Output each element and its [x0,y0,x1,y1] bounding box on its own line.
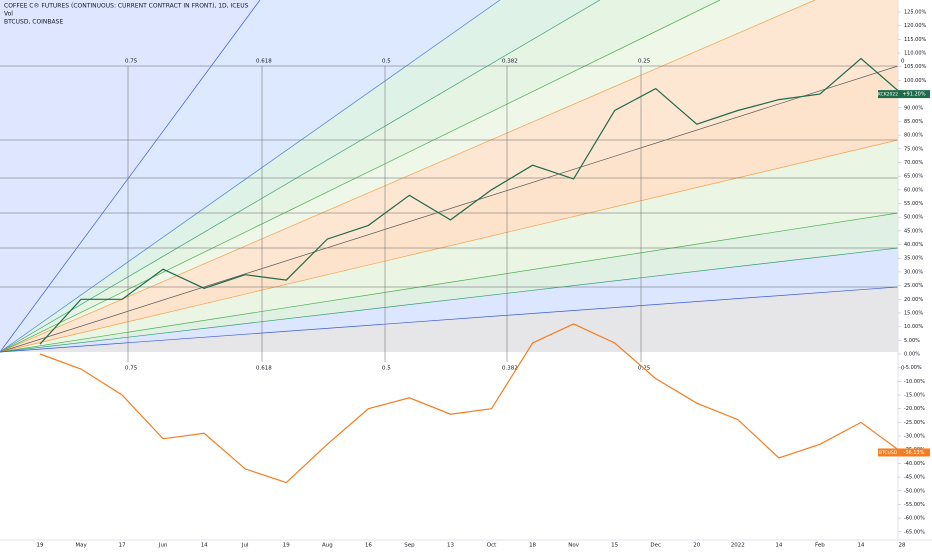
x-tick-label: 2022 [731,543,745,549]
series-line [39,57,903,345]
fib-label: 0.75 [125,366,138,372]
fib-label: 0.5 [382,59,391,65]
x-tick-label: 15 [611,543,618,549]
fib-label: 0.382 [502,59,518,65]
y-tick-label: 5.00% [904,338,920,344]
y-tick-label: -25.00% [904,420,925,426]
x-tick-label: 14 [775,543,782,549]
y-tick-label: 10.00% [904,324,923,330]
y-tick-label: -5.00% [904,365,922,371]
fib-label: 0.75 [125,59,138,65]
x-tick-label: Oct [487,543,497,549]
y-tick-label: 50.00% [904,215,923,221]
volume-label: Vol [4,11,13,18]
x-tick-label: 19 [283,543,290,549]
badge-change: -36.13% [904,450,925,456]
y-tick-label: 40.00% [904,242,923,248]
y-tick-label: 45.00% [904,228,923,234]
y-tick-label: -20.00% [904,406,925,412]
x-tick-label: 14 [201,543,208,549]
fib-label: 0.25 [638,59,651,65]
y-tick-label: 55.00% [904,201,923,207]
badge-symbol: BTCUSD [879,450,898,456]
y-tick-label: -50.00% [904,488,925,494]
fib-label: 0.618 [256,59,272,65]
series-line [39,323,903,484]
fib-label: 0.618 [256,366,272,372]
y-tick-label: 30.00% [904,269,923,275]
badge [898,448,930,457]
x-tick-label: 14 [857,543,864,549]
y-tick-label: -65.00% [904,529,925,535]
x-tick-label: Jun [158,543,168,549]
x-tick-label: 13 [447,543,454,549]
x-tick-label: 16 [365,543,372,549]
y-tick-label: 115.00% [904,37,926,43]
badge-symbol: KCK2022 [878,92,898,98]
header-title: COFFEE C® FUTURES (CONTINUOUS: CURRENT C… [4,3,249,10]
y-tick-label: 0.00% [904,351,920,357]
y-tick-label: 90.00% [904,105,923,111]
compare-label: BTCUSD, COINBASE [4,19,63,26]
x-tick-label: Aug [322,543,333,549]
y-tick-label: 35.00% [904,256,923,262]
y-tick-label: 70.00% [904,160,923,166]
y-tick-label: 75.00% [904,146,923,152]
y-tick-label: 125.00% [904,10,926,16]
y-tick-label: 120.00% [904,23,926,29]
y-tick-label: 85.00% [904,119,923,125]
y-tick-label: 20.00% [904,297,923,303]
y-tick-label: -10.00% [904,379,925,385]
y-tick-label: -30.00% [904,434,925,440]
x-tick-label: 18 [529,543,536,549]
x-tick-label: Jul [241,543,249,549]
y-tick-label: -60.00% [904,516,925,522]
y-tick-label: 110.00% [904,51,926,57]
x-tick-label: Dec [650,543,661,549]
fib-label: 0 [901,366,905,372]
y-tick-label: 65.00% [904,174,923,180]
y-tick-label: -15.00% [904,393,925,399]
x-tick-label: 28 [899,543,906,549]
y-tick-label: -40.00% [904,461,925,467]
fib-label: 0 [901,59,905,65]
fib-label: 0.5 [382,366,391,372]
badge [878,448,898,457]
fib-fan [0,0,932,541]
x-tick-label: 20 [693,543,700,549]
y-tick-label: 25.00% [904,283,923,289]
y-tick-label: 15.00% [904,310,923,316]
badge [878,90,898,99]
x-tick-label: Feb [815,543,825,549]
x-tick-label: 19 [37,543,44,549]
y-tick-label: 105.00% [904,64,926,70]
fib-label: 0.382 [502,366,518,372]
x-tick-label: Nov [568,543,579,549]
y-tick-label: 100.00% [904,78,926,84]
y-tick-label: -55.00% [904,502,925,508]
badge-change: +91.20% [902,92,926,98]
x-tick-label: May [75,543,87,549]
y-tick-label: 80.00% [904,133,923,139]
badge [898,90,930,99]
y-tick-label: -45.00% [904,475,925,481]
x-tick-label: Sep [404,543,415,549]
y-tick-label: 60.00% [904,187,923,193]
x-tick-label: 17 [119,543,126,549]
